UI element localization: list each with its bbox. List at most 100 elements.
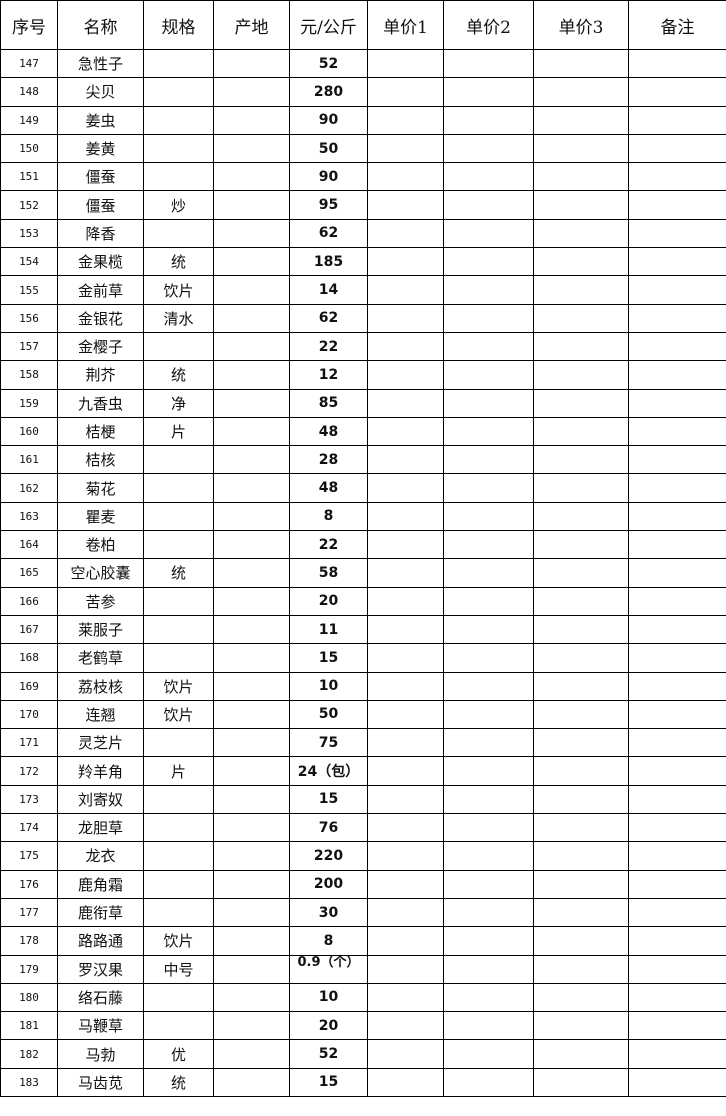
table-row: 182 马勃优 52 [0, 1039, 726, 1069]
cell-origin [213, 926, 290, 956]
cell-no: 163 [0, 501, 58, 532]
cell-unit-price-3 [533, 699, 629, 730]
cell-no: 160 [0, 416, 58, 447]
table-row: 154 金果榄统 185 [0, 247, 726, 277]
cell-price: 75 [289, 728, 368, 758]
header-price-per-kg: 元/公斤 [289, 0, 368, 50]
cell-origin [213, 756, 290, 786]
cell-unit-price-2 [443, 558, 534, 588]
cell-name: 降香 [57, 218, 144, 249]
cell-unit-price-3 [533, 416, 629, 447]
cell-unit-price-3 [533, 77, 629, 107]
table-row: 163 瞿麦 8 [0, 501, 726, 532]
cell-origin [213, 813, 290, 843]
cell-unit-price-3 [533, 1011, 629, 1041]
cell-origin [213, 360, 290, 390]
table-row: 160 桔梗片 48 [0, 416, 726, 447]
cell-origin [213, 982, 290, 1013]
cell-unit-price-3 [533, 869, 629, 899]
cell-unit-price-1 [367, 303, 444, 333]
cell-unit-price-3 [533, 530, 629, 560]
cell-unit-price-2 [443, 247, 534, 277]
cell-no: 180 [0, 982, 58, 1013]
cell-name: 马勃 [57, 1039, 144, 1069]
cell-unit-price-1 [367, 784, 444, 815]
table-row: 161 桔核 28 [0, 445, 726, 475]
cell-spec [143, 48, 214, 79]
cell-unit-price-2 [443, 133, 534, 164]
header-unit-price-1: 单价1 [367, 0, 444, 50]
cell-unit-price-3 [533, 501, 629, 532]
cell-price: 58 [289, 558, 368, 588]
cell-remarks [628, 303, 726, 333]
cell-unit-price-2 [443, 331, 534, 362]
table-row: 159 九香虫净 85 [0, 388, 726, 418]
cell-name: 九香虫 [57, 388, 144, 418]
cell-no: 181 [0, 1011, 58, 1041]
cell-unit-price-3 [533, 218, 629, 249]
cell-no: 174 [0, 813, 58, 843]
cell-price: 200 [289, 869, 368, 899]
cell-no: 178 [0, 926, 58, 956]
cell-remarks [628, 614, 726, 645]
cell-unit-price-3 [533, 190, 629, 220]
table-row: 179 罗汉果 中号 0.9（个） [0, 954, 726, 984]
cell-origin [213, 671, 290, 701]
cell-remarks [628, 586, 726, 616]
cell-remarks [628, 869, 726, 899]
cell-spec [143, 473, 214, 503]
cell-unit-price-3 [533, 48, 629, 79]
cell-price: 8 [289, 501, 368, 532]
cell-unit-price-3 [533, 445, 629, 475]
cell-spec: 净 [143, 388, 214, 418]
cell-name: 刘寄奴 [57, 784, 144, 815]
cell-no: 167 [0, 614, 58, 645]
cell-unit-price-3 [533, 614, 629, 645]
cell-unit-price-1 [367, 133, 444, 164]
cell-unit-price-3 [533, 841, 629, 871]
cell-unit-price-3 [533, 784, 629, 815]
cell-price: 0.9（个） [289, 954, 368, 984]
cell-origin [213, 699, 290, 730]
cell-spec [143, 869, 214, 899]
cell-unit-price-3 [533, 954, 629, 984]
cell-origin [213, 530, 290, 560]
cell-no: 152 [0, 190, 58, 220]
table-row: 152 僵蚕炒 95 [0, 190, 726, 220]
cell-no: 173 [0, 784, 58, 815]
cell-unit-price-3 [533, 162, 629, 192]
cell-no: 149 [0, 105, 58, 135]
cell-name: 灵芝片 [57, 728, 144, 758]
cell-no: 159 [0, 388, 58, 418]
cell-name: 卷柏 [57, 530, 144, 560]
cell-unit-price-3 [533, 1039, 629, 1069]
cell-unit-price-2 [443, 756, 534, 786]
cell-no: 154 [0, 247, 58, 277]
cell-name: 金前草 [57, 275, 144, 305]
cell-unit-price-1 [367, 416, 444, 447]
cell-spec [143, 614, 214, 645]
cell-origin [213, 445, 290, 475]
cell-unit-price-2 [443, 728, 534, 758]
cell-spec: 优 [143, 1039, 214, 1069]
cell-unit-price-3 [533, 105, 629, 135]
cell-unit-price-3 [533, 1067, 629, 1097]
cell-price: 15 [289, 1067, 368, 1097]
cell-name: 金樱子 [57, 331, 144, 362]
cell-unit-price-2 [443, 1067, 534, 1097]
cell-remarks [628, 558, 726, 588]
cell-name: 桔核 [57, 445, 144, 475]
cell-spec: 统 [143, 247, 214, 277]
header-row: 序号 名称 规格 产地 元/公斤 单价1 单价2 单价3 备注 [0, 0, 726, 50]
cell-unit-price-2 [443, 388, 534, 418]
cell-origin [213, 841, 290, 871]
cell-remarks [628, 501, 726, 532]
cell-unit-price-3 [533, 756, 629, 786]
cell-unit-price-1 [367, 954, 444, 984]
cell-name: 罗汉果 [57, 954, 144, 984]
cell-no: 153 [0, 218, 58, 249]
cell-unit-price-2 [443, 530, 534, 560]
cell-name: 老鹤草 [57, 643, 144, 673]
cell-unit-price-2 [443, 48, 534, 79]
